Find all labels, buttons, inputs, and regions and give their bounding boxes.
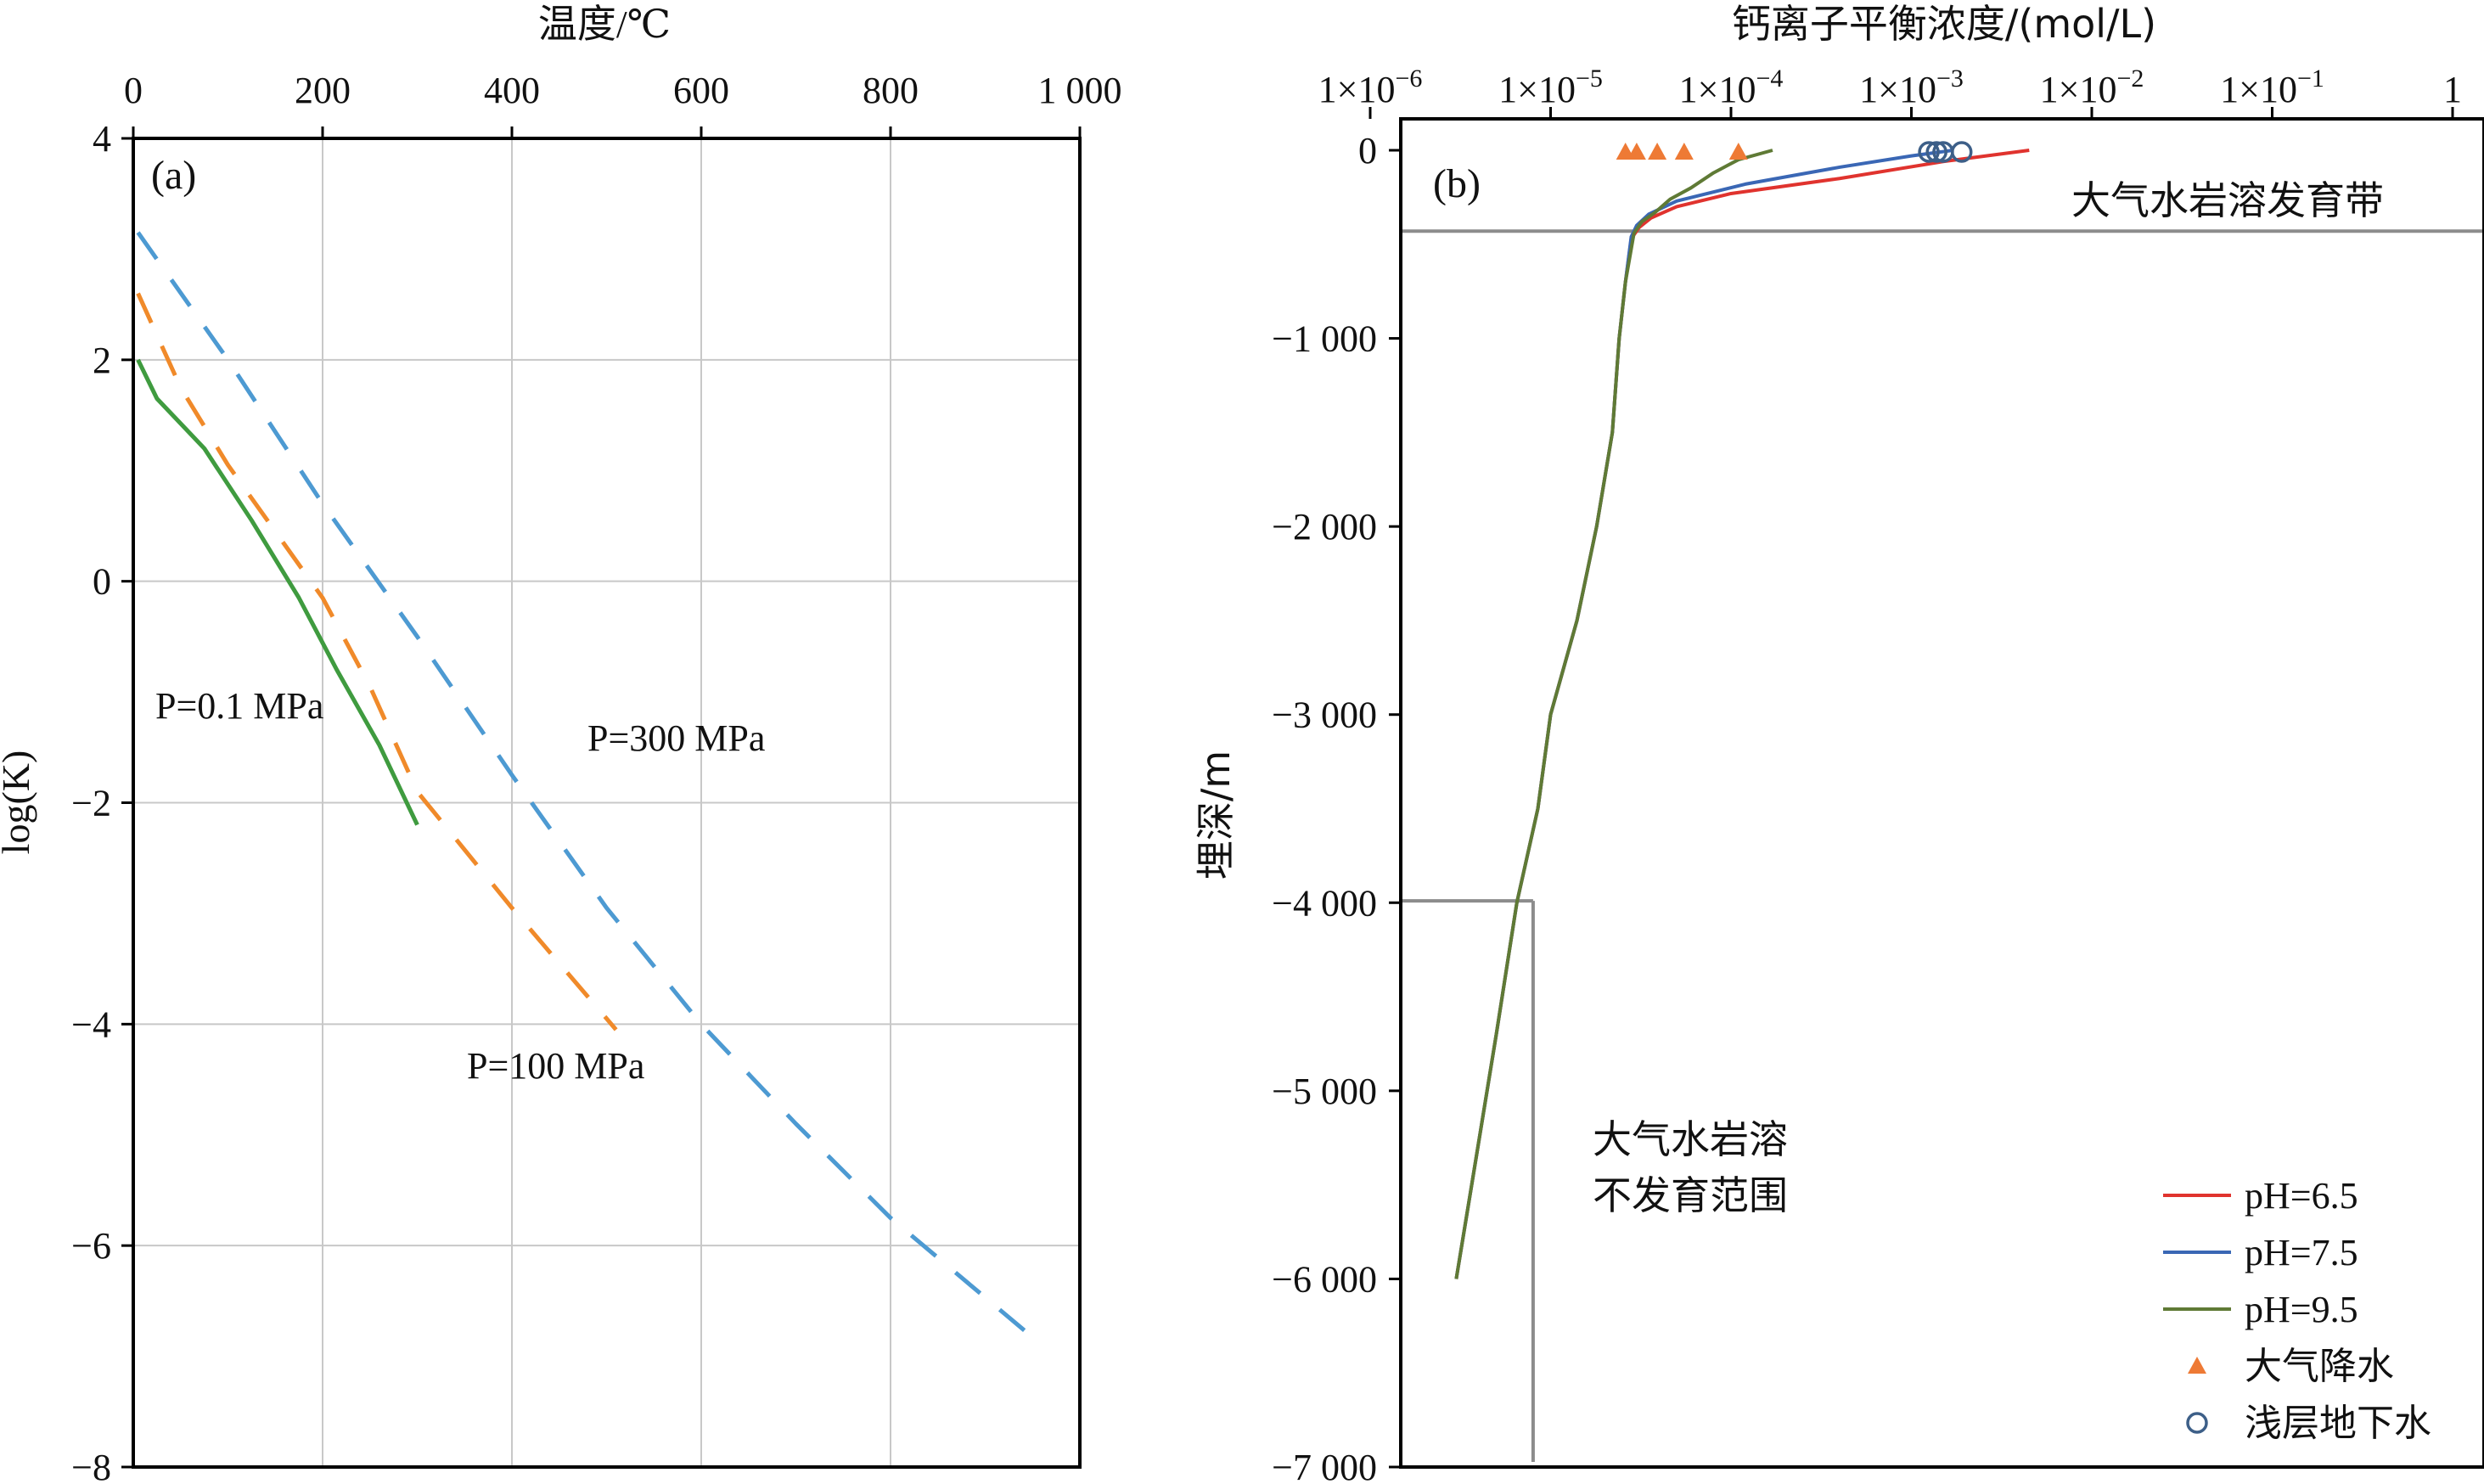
panel-b-x-ticks: 1×10−6 1×10−5 1×10−4 1×10−3 1×10−2 1×10−1 1 — [1318, 65, 2462, 119]
series-line-p-0-1-mpa — [136, 358, 419, 826]
panel-b-y-tick-label: 0 — [1358, 130, 1377, 171]
series-line-ph-6-5 — [1454, 149, 2030, 1279]
panel-b-y-tick-label: −3 000 — [1272, 694, 1377, 736]
panel-b-y-tick-label: −7 000 — [1272, 1447, 1377, 1484]
panel-b-x-tick-label: 1×10−2 — [2040, 65, 2144, 110]
legend-label-shallow-groundwater: 浅层地下水 — [2245, 1402, 2431, 1445]
legend-swatch-shallow-groundwater — [2186, 1412, 2208, 1434]
series-line-p-300-mpa — [136, 231, 1044, 1347]
legend-label-ph-6-5: pH=6.5 — [2245, 1175, 2358, 1217]
label-p-0-1-mpa: P=0.1 MPa — [155, 685, 323, 727]
panel-b-y-axis-title: 埋深/m — [1193, 750, 1239, 880]
panel-a-x-ticks: 0 200 400 600 800 1 000 — [124, 70, 1122, 138]
panel-b-x-axis-title: 钙离子平衡浓度/(mol/L) — [1732, 1, 2156, 47]
panel-b-x-tick-exponent: −5 — [1576, 65, 1603, 93]
panel-a-y-tick-label: −2 — [71, 783, 111, 824]
legend-label-ph-9-5: pH=9.5 — [2245, 1289, 2358, 1330]
panel-b-x-tick-exponent: −4 — [1756, 65, 1783, 93]
panel-a-series-group — [136, 231, 1044, 1347]
series-line-ph-9-5 — [1454, 149, 1773, 1279]
marker-precipitation — [1674, 143, 1694, 160]
panel-b-y-tick-label: −2 000 — [1272, 506, 1377, 548]
panel-a-y-ticks: 4 2 0 −2 −4 −6 −8 — [71, 118, 133, 1484]
series-line-p-100-mpa — [136, 292, 618, 1031]
panel-b-y-tick-label: −5 000 — [1272, 1071, 1377, 1112]
panel-b-x-tick-exponent: −6 — [1395, 65, 1422, 93]
marker-shallow-groundwater — [1925, 141, 1947, 163]
panel-b-y-ticks: 0 −1 000 −2 000 −3 000 −4 000 −5 000 −6 000 −7 … — [1272, 130, 1401, 1484]
panel-a-x-tick-label: 600 — [673, 70, 729, 111]
marker-shallow-groundwater — [1950, 141, 1973, 163]
legend-label-precipitation: 大气降水 — [2245, 1345, 2394, 1388]
panel-a-grid — [133, 138, 1080, 1467]
panel-b-y-tick-label: −1 000 — [1272, 318, 1377, 360]
legend-swatch-precipitation — [2188, 1357, 2206, 1374]
panel-b-plot-frame — [1399, 117, 2484, 1469]
panel-a-x-tick-label: 400 — [484, 70, 540, 111]
panel-b-marker-group — [1616, 141, 1973, 163]
panel-a-x-axis-title: 温度/℃ — [538, 3, 671, 46]
panel-a-y-axis-title: log(K) — [0, 750, 37, 855]
panel-a-y-tick-label: 0 — [93, 561, 111, 603]
marker-precipitation — [1728, 143, 1748, 160]
panel-b-x-tick-label: 1 — [2443, 69, 2462, 110]
marker-precipitation — [1627, 143, 1646, 160]
panel-a-x-tick-label: 0 — [124, 70, 143, 111]
marker-precipitation — [1648, 143, 1667, 160]
panel-b-y-tick-label: −4 000 — [1272, 882, 1377, 924]
panel-b-x-tick-label: 1×10−6 — [1318, 65, 1423, 110]
panel-b-series-group — [1454, 149, 2030, 1279]
panel-a-x-tick-label: 1 000 — [1038, 70, 1122, 111]
label-p-100-mpa: P=100 MPa — [467, 1045, 644, 1087]
panel-a-x-tick-label: 200 — [295, 70, 351, 111]
panel-b-x-tick-label: 1×10−4 — [1679, 65, 1784, 110]
panel-b-x-tick-exponent: −1 — [2297, 65, 2324, 93]
panel-b-calcium-vs-depth: 1×10−6 1×10−5 1×10−4 1×10−3 1×10−2 1×10−1 1 0 −… — [1193, 1, 2484, 1484]
label-p-300-mpa: P=300 MPa — [587, 717, 765, 759]
panel-b-label: (b) — [1433, 161, 1481, 206]
panel-a-y-tick-label: −6 — [71, 1225, 111, 1267]
legend-label-ph-7-5: pH=7.5 — [2245, 1232, 2358, 1273]
panel-a-y-tick-label: −4 — [71, 1003, 111, 1045]
panel-b-x-tick-exponent: −2 — [2116, 65, 2144, 93]
zone-label-karst-developed: 大气水岩溶发育带 — [2071, 177, 2384, 223]
panel-b-y-tick-label: −6 000 — [1272, 1258, 1377, 1300]
panel-b-reference-lines — [1401, 229, 2484, 1462]
panel-a-y-tick-label: 4 — [93, 118, 111, 160]
marker-shallow-groundwater — [1918, 141, 1940, 163]
panel-a-y-tick-label: −8 — [71, 1447, 111, 1484]
panel-a-y-tick-label: 2 — [93, 340, 111, 381]
panel-b-x-tick-label: 1×10−3 — [1859, 65, 1964, 110]
panel-b-x-tick-label: 1×10−1 — [2220, 65, 2324, 110]
zone-label-karst-undeveloped-line1: 大气水岩溶 — [1593, 1116, 1788, 1162]
panel-b-x-tick-label: 1×10−5 — [1498, 65, 1603, 110]
series-line-ph-7-5 — [1454, 149, 1953, 1279]
panel-b-x-tick-exponent: −3 — [1936, 65, 1964, 93]
panel-a-x-tick-label: 800 — [863, 70, 919, 111]
panel-a-label: (a) — [151, 153, 196, 198]
zone-label-karst-undeveloped-line2: 不发育范围 — [1593, 1172, 1788, 1218]
panel-a-log-k-vs-temperature: 0 200 400 600 800 1 000 4 2 0 −2 −4 −6 −8 温度/℃ log(… — [0, 3, 1122, 1484]
